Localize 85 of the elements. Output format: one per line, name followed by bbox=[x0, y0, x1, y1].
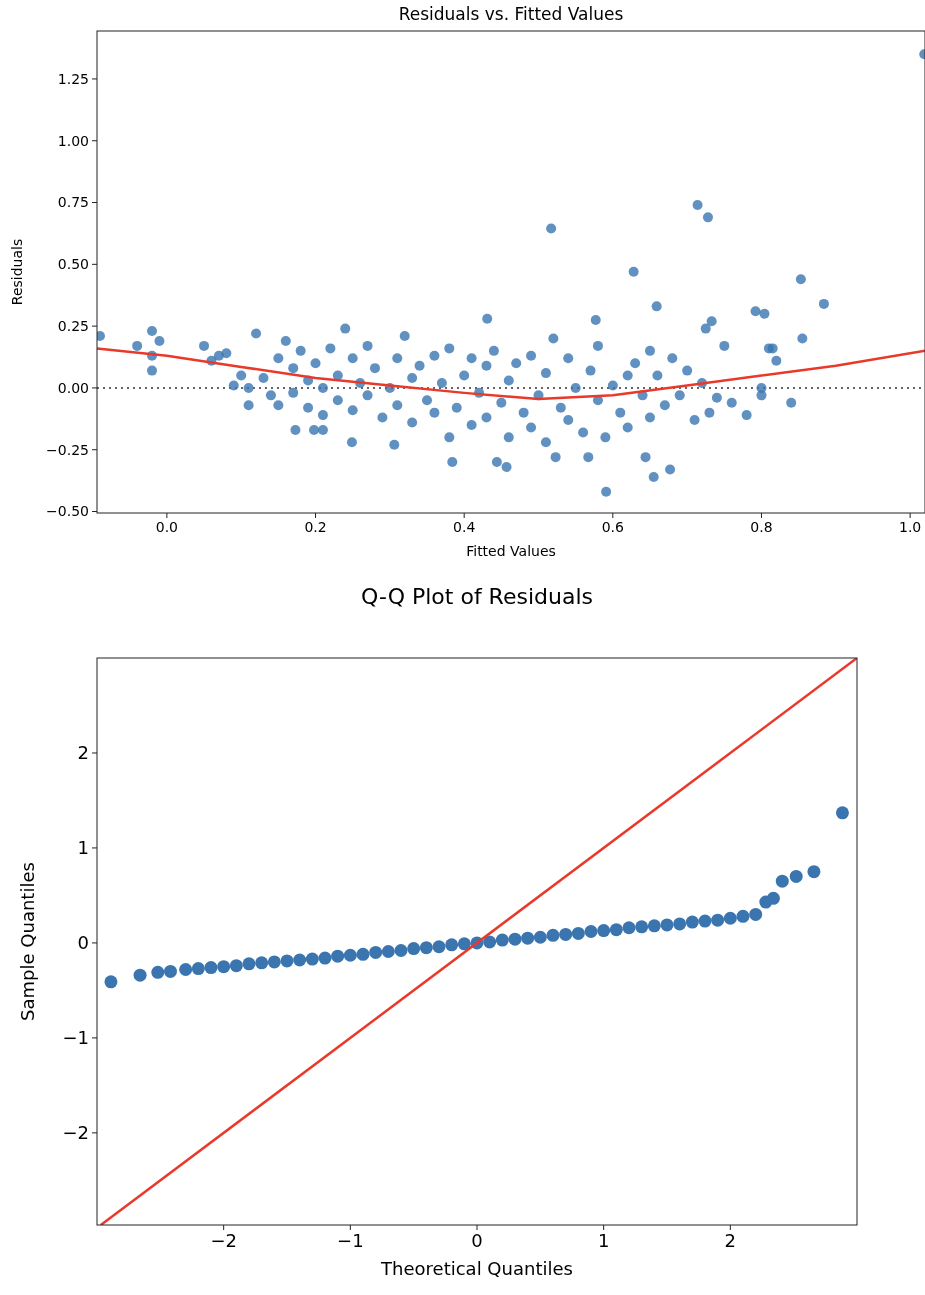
point bbox=[204, 961, 218, 975]
point bbox=[356, 947, 370, 961]
point bbox=[242, 957, 256, 971]
point bbox=[369, 945, 383, 959]
point bbox=[267, 955, 281, 969]
x-tick-label: 0.4 bbox=[453, 519, 476, 536]
point bbox=[571, 926, 585, 940]
point bbox=[647, 919, 661, 933]
y-tick-label: −0.50 bbox=[46, 503, 89, 520]
point bbox=[807, 865, 821, 879]
point bbox=[521, 931, 535, 945]
y-tick-label: 1.25 bbox=[57, 70, 89, 87]
point bbox=[609, 923, 623, 937]
point bbox=[445, 938, 459, 952]
point bbox=[133, 968, 147, 982]
point bbox=[789, 869, 803, 883]
y-tick-label: −0.25 bbox=[46, 441, 89, 458]
point bbox=[749, 907, 763, 921]
point bbox=[457, 937, 471, 951]
point bbox=[685, 915, 699, 929]
point bbox=[191, 962, 205, 976]
point bbox=[835, 806, 849, 820]
point bbox=[546, 928, 560, 942]
y-axis-title: Residuals bbox=[9, 238, 25, 306]
x-tick-label: 1 bbox=[597, 1230, 610, 1252]
x-tick-label: 1.0 bbox=[899, 519, 922, 536]
point bbox=[432, 940, 446, 954]
point bbox=[495, 933, 509, 947]
point bbox=[660, 918, 674, 932]
point bbox=[280, 954, 294, 968]
x-tick-label: 0.8 bbox=[750, 519, 773, 536]
point bbox=[318, 951, 332, 965]
chart-title: Residuals vs. Fitted Values bbox=[398, 4, 624, 24]
x-tick-label: −1 bbox=[337, 1230, 364, 1252]
point bbox=[217, 960, 231, 974]
point bbox=[293, 953, 307, 967]
point bbox=[635, 920, 649, 934]
point bbox=[331, 949, 345, 963]
y-tick-label: 1.00 bbox=[57, 132, 89, 149]
y-tick-label: 0.75 bbox=[57, 194, 89, 211]
y-axis-title: Sample Quantiles bbox=[17, 862, 38, 1021]
point bbox=[533, 930, 547, 944]
point bbox=[343, 948, 357, 962]
point bbox=[622, 921, 636, 935]
point bbox=[723, 911, 737, 925]
y-tick-label: 0.50 bbox=[57, 256, 89, 273]
point bbox=[766, 891, 780, 905]
point bbox=[419, 941, 433, 955]
y-tick-label: −1 bbox=[62, 1027, 89, 1049]
y-tick-label: 2 bbox=[77, 742, 89, 764]
x-axis-title: Fitted Values bbox=[466, 542, 556, 559]
point bbox=[597, 924, 611, 938]
chart-title: Q-Q Plot of Residuals bbox=[360, 584, 594, 609]
y-tick-label: 0.25 bbox=[57, 318, 89, 335]
x-tick-label: 0.2 bbox=[304, 519, 327, 536]
point bbox=[698, 914, 712, 928]
point bbox=[775, 874, 789, 888]
x-axis-title: Theoretical Quantiles bbox=[380, 1258, 573, 1280]
point bbox=[381, 944, 395, 958]
y-tick-label: 1 bbox=[77, 837, 89, 859]
point bbox=[407, 942, 421, 956]
point bbox=[255, 956, 269, 970]
point bbox=[736, 909, 750, 923]
point bbox=[305, 952, 319, 966]
point bbox=[483, 935, 497, 949]
y-tick-label: −2 bbox=[62, 1122, 89, 1144]
point bbox=[584, 925, 598, 939]
x-tick-label: 0 bbox=[471, 1230, 483, 1252]
x-tick-label: 2 bbox=[724, 1230, 737, 1252]
point bbox=[179, 963, 193, 977]
point bbox=[508, 932, 522, 946]
y-tick-label: 0.00 bbox=[57, 379, 89, 396]
point bbox=[104, 975, 118, 989]
point bbox=[711, 913, 725, 927]
x-tick-label: 0.6 bbox=[601, 519, 625, 536]
y-tick-label: 0 bbox=[77, 932, 89, 954]
x-tick-label: 0.0 bbox=[155, 519, 178, 536]
point bbox=[394, 944, 408, 958]
point bbox=[673, 917, 687, 931]
x-tick-label: −2 bbox=[210, 1230, 237, 1252]
point bbox=[229, 959, 243, 973]
point bbox=[151, 965, 165, 979]
line-series bbox=[97, 347, 925, 401]
point bbox=[559, 927, 573, 941]
point bbox=[163, 964, 177, 978]
